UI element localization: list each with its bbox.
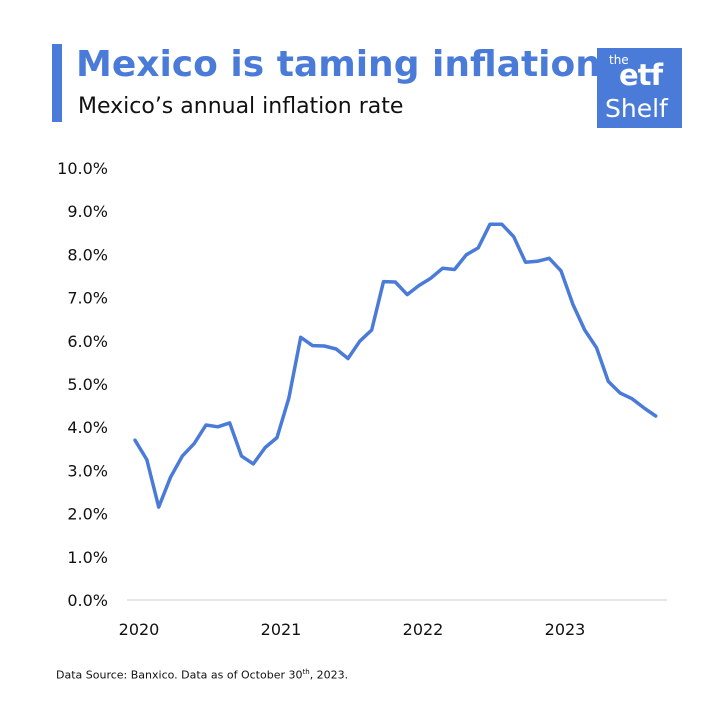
y-tick-label: 0.0% [67,591,108,610]
y-tick-label: 5.0% [67,375,108,394]
y-tick-label: 9.0% [67,202,108,221]
y-tick-label: 1.0% [67,548,108,567]
logo-text-etf: etf [619,58,663,92]
x-tick-label: 2023 [545,620,586,639]
y-tick-label: 7.0% [67,289,108,308]
y-tick-label: 2.0% [67,505,108,524]
etf-shelf-logo: the etf Shelf [597,48,682,128]
footnote-suffix: , 2023. [309,668,349,682]
y-tick-label: 4.0% [67,418,108,437]
chart-subtitle: Mexico’s annual inflation rate [78,94,404,119]
footnote-sup: th [302,668,310,676]
y-tick-label: 3.0% [67,461,108,480]
x-tick-label: 2022 [403,620,444,639]
y-tick-label: 8.0% [67,245,108,264]
logo-text-the: the [609,53,629,67]
x-tick-label: 2021 [261,620,302,639]
title-accent-bar [52,44,62,122]
y-tick-label: 6.0% [67,332,108,351]
logo-text-shelf: Shelf [605,94,668,123]
inflation-series-line [133,222,658,509]
y-tick-label: 10.0% [57,159,108,178]
chart-title: Mexico is taming inflation [76,44,601,85]
x-tick-label: 2020 [119,620,160,639]
data-source-footnote: Data Source: Banxico. Data as of October… [56,668,348,682]
footnote-prefix: Data Source: Banxico. Data as of October… [56,668,303,682]
